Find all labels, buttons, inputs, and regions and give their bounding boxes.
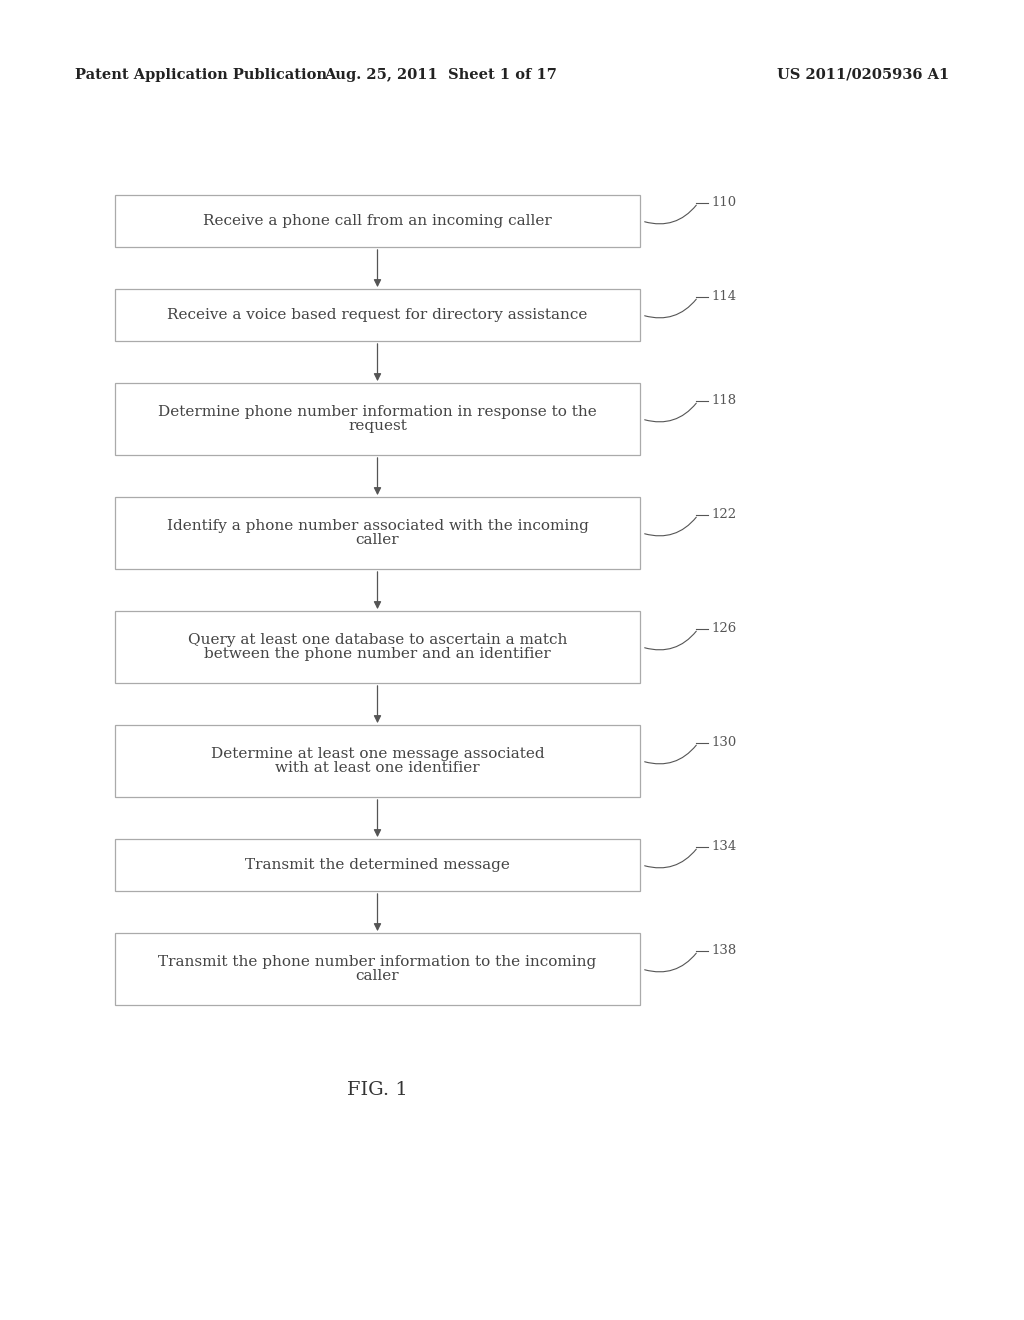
Text: FIG. 1: FIG. 1 [347, 1081, 408, 1100]
Text: Query at least one database to ascertain a match: Query at least one database to ascertain… [187, 634, 567, 647]
Text: 122: 122 [711, 508, 736, 521]
Text: Determine at least one message associated: Determine at least one message associate… [211, 747, 545, 762]
FancyBboxPatch shape [115, 611, 640, 682]
Text: 118: 118 [711, 395, 736, 408]
Text: 134: 134 [711, 841, 736, 854]
Text: Aug. 25, 2011  Sheet 1 of 17: Aug. 25, 2011 Sheet 1 of 17 [324, 69, 557, 82]
FancyBboxPatch shape [115, 195, 640, 247]
Text: US 2011/0205936 A1: US 2011/0205936 A1 [777, 69, 949, 82]
Text: caller: caller [355, 969, 399, 983]
Text: Receive a phone call from an incoming caller: Receive a phone call from an incoming ca… [203, 214, 552, 228]
Text: Identify a phone number associated with the incoming: Identify a phone number associated with … [167, 519, 589, 533]
Text: Determine phone number information in response to the: Determine phone number information in re… [158, 405, 597, 418]
Text: Transmit the determined message: Transmit the determined message [245, 858, 510, 873]
Text: between the phone number and an identifier: between the phone number and an identifi… [204, 647, 551, 661]
Text: 138: 138 [711, 945, 736, 957]
FancyBboxPatch shape [115, 498, 640, 569]
FancyBboxPatch shape [115, 840, 640, 891]
FancyBboxPatch shape [115, 289, 640, 341]
Text: request: request [348, 418, 407, 433]
Text: 110: 110 [711, 197, 736, 210]
Text: caller: caller [355, 533, 399, 546]
Text: with at least one identifier: with at least one identifier [275, 762, 480, 775]
Text: 114: 114 [711, 290, 736, 304]
Text: Patent Application Publication: Patent Application Publication [75, 69, 327, 82]
FancyBboxPatch shape [115, 383, 640, 455]
Text: 130: 130 [711, 737, 736, 750]
Text: 126: 126 [711, 623, 736, 635]
FancyBboxPatch shape [115, 933, 640, 1005]
Text: Receive a voice based request for directory assistance: Receive a voice based request for direct… [167, 308, 588, 322]
FancyBboxPatch shape [115, 725, 640, 797]
Text: Transmit the phone number information to the incoming: Transmit the phone number information to… [159, 954, 597, 969]
